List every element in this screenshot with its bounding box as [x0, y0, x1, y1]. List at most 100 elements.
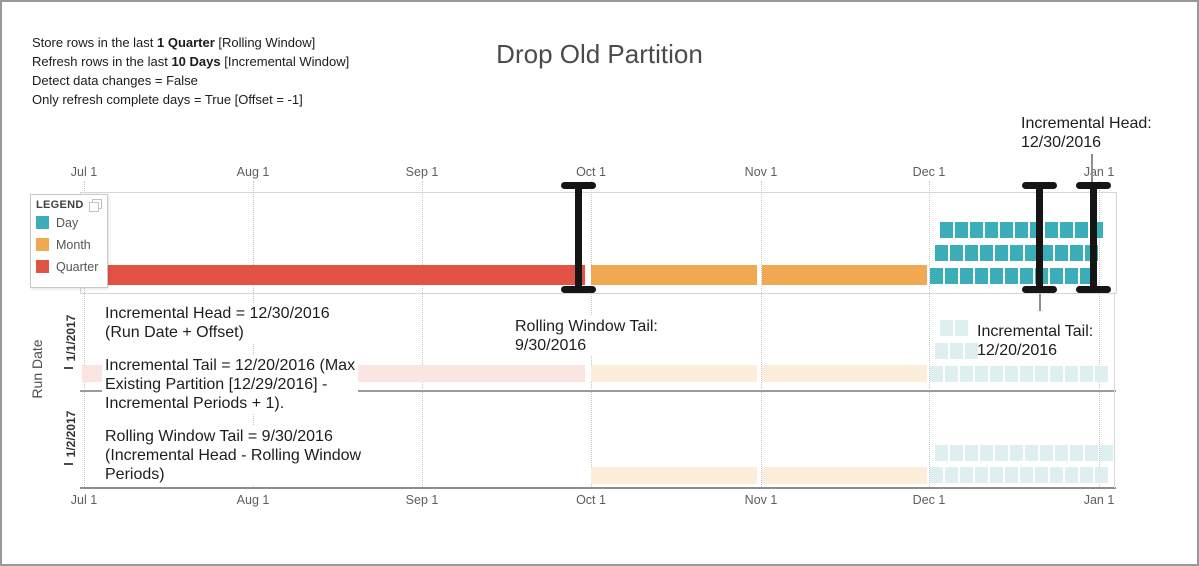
marker-stem: [1036, 182, 1043, 293]
day-square-faded: [1050, 366, 1063, 382]
day-square: [970, 222, 983, 238]
config-text: Refresh rows in the last: [32, 54, 172, 69]
day-square-faded: [1085, 445, 1098, 461]
note-incremental-head-pointer: Incremental Head: 12/30/2016: [1018, 113, 1155, 153]
run-date-axis-label: Run Date: [29, 339, 45, 399]
month-partition-bar-nov-faded2: [762, 467, 927, 484]
axis-tick-bottom: Aug 1: [236, 493, 270, 507]
day-square-faded: [1020, 467, 1033, 483]
day-square-faded: [945, 366, 958, 382]
day-square-faded: [955, 320, 968, 336]
day-square-faded: [930, 467, 943, 483]
note-line: Periods): [105, 466, 165, 483]
axis-tick-bottom: Jan 1: [1083, 493, 1115, 507]
month-partition-bar-oct: [591, 265, 757, 285]
day-square-faded: [980, 445, 993, 461]
marker-cap: [1022, 286, 1057, 293]
axis-tick-top: Nov 1: [744, 165, 778, 179]
day-square: [1000, 222, 1013, 238]
config-line-rolling-window: Store rows in the last 1 Quarter [Rollin…: [32, 33, 349, 52]
month-partition-bar-nov-faded: [762, 365, 927, 382]
month-swatch: [36, 238, 49, 251]
copy-icon[interactable]: [89, 199, 102, 212]
day-square: [1050, 268, 1063, 284]
day-square: [940, 222, 953, 238]
note-incremental-tail: Incremental Tail: 12/20/2016: [974, 321, 1096, 361]
day-square: [965, 245, 978, 261]
bottom-axis-line: [80, 487, 1116, 489]
note-line: Incremental Head:: [1021, 115, 1152, 132]
note-line: Incremental Tail:: [977, 323, 1094, 340]
day-square-faded: [1095, 366, 1108, 382]
day-square: [975, 268, 988, 284]
axis-tick-bottom: Oct 1: [576, 493, 606, 507]
config-text: [Rolling Window]: [214, 35, 316, 50]
note-line: Incremental Periods + 1).: [105, 395, 285, 412]
gridline-sep-1: [422, 181, 423, 489]
day-square: [1045, 222, 1058, 238]
day-square: [985, 222, 998, 238]
axis-tick-top: Sep 1: [405, 165, 439, 179]
config-line-complete-days: Only refresh complete days = True [Offse…: [32, 90, 349, 109]
day-square-faded: [1100, 445, 1113, 461]
note-rolling-window-tail-explain: Rolling Window Tail = 9/30/2016 (Increme…: [102, 426, 365, 485]
gridline-dec-1: [929, 181, 930, 489]
day-square: [1025, 245, 1038, 261]
axis-tick-bottom: Sep 1: [405, 493, 439, 507]
marker-rolling-window-tail: [561, 182, 596, 293]
marker-cap: [1076, 286, 1111, 293]
day-square-faded: [960, 467, 973, 483]
day-square-faded: [1080, 366, 1093, 382]
day-square-faded: [930, 366, 943, 382]
day-square: [1070, 245, 1083, 261]
month-partition-bar-oct-faded2: [591, 467, 757, 484]
day-square-faded: [965, 343, 978, 359]
day-swatch: [36, 216, 49, 229]
run-row-label-1-1-2017: 1/1/2017: [64, 314, 78, 362]
day-square-faded: [965, 445, 978, 461]
gridline-nov-1: [761, 181, 762, 489]
marker-incremental-tail: [1022, 182, 1057, 293]
legend: LEGEND Day Month Quarter: [30, 194, 108, 288]
day-square: [1060, 222, 1073, 238]
day-square-faded: [1095, 467, 1108, 483]
day-square: [1005, 268, 1018, 284]
axis-tick-top: Jan 1: [1083, 165, 1115, 179]
day-square: [980, 245, 993, 261]
config-text: Only refresh complete days = True [Offse…: [32, 92, 303, 107]
day-square-faded: [1035, 467, 1048, 483]
run-date-row-separator: [80, 390, 1116, 392]
day-square: [1075, 222, 1088, 238]
day-square-faded: [1065, 467, 1078, 483]
day-square: [950, 245, 963, 261]
note-incremental-tail-explain: Incremental Tail = 12/20/2016 (Max Exist…: [102, 355, 359, 414]
note-line: (Run Date + Offset): [105, 324, 244, 341]
copy-icon-front-page: [89, 202, 99, 212]
day-square: [1020, 268, 1033, 284]
note-line: Existing Partition [12/29/2016] -: [105, 376, 328, 393]
incremental-head-pointer-line: [1091, 154, 1093, 192]
day-square-faded: [1065, 366, 1078, 382]
day-square-faded: [975, 467, 988, 483]
axis-tick-top: Aug 1: [236, 165, 270, 179]
marker-stem: [575, 182, 582, 293]
month-partition-bar-nov: [762, 265, 927, 285]
day-square: [1055, 245, 1068, 261]
day-square: [990, 268, 1003, 284]
day-square-faded: [1055, 445, 1068, 461]
incremental-tail-pointer-line: [1039, 294, 1041, 311]
day-square-faded: [1025, 445, 1038, 461]
month-partition-bar-oct-faded: [591, 365, 757, 382]
note-line: (Incremental Head - Rolling Window: [105, 447, 362, 464]
config-text: Detect data changes = False: [32, 73, 198, 88]
day-square-faded: [950, 343, 963, 359]
day-square-faded: [1050, 467, 1063, 483]
day-square: [960, 268, 973, 284]
day-square-faded: [1020, 366, 1033, 382]
axis-tick-bottom: Dec 1: [912, 493, 946, 507]
day-square: [1015, 222, 1028, 238]
note-line: Rolling Window Tail:: [515, 318, 658, 335]
note-line: Incremental Head = 12/30/2016: [105, 305, 330, 322]
note-rolling-window-tail: Rolling Window Tail: 9/30/2016: [512, 316, 661, 356]
